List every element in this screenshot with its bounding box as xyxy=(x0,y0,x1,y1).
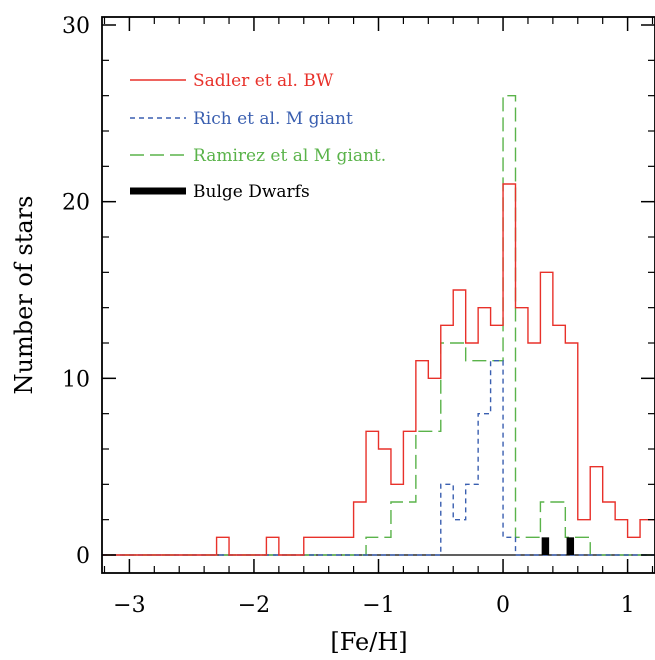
histogram-series xyxy=(102,94,655,556)
y-tick-label: 20 xyxy=(62,191,90,216)
x-tick-label: −2 xyxy=(238,593,270,618)
y-tick-label: 10 xyxy=(62,367,90,392)
legend-label: Ramirez et al M giant. xyxy=(193,146,386,166)
y-tick-label: 30 xyxy=(62,14,90,39)
series-ramirez-et-al-m-giant-line xyxy=(102,94,655,556)
legend-label: Sadler et al. BW xyxy=(193,71,334,91)
series-rich-et-al-m-giant-line xyxy=(102,359,655,556)
x-tick-label: −3 xyxy=(113,593,145,618)
y-axis-label: Number of stars xyxy=(10,196,38,395)
bulge-dwarfs-bar xyxy=(566,537,575,555)
legend-label: Bulge Dwarfs xyxy=(193,182,310,202)
bulge-dwarfs-bar xyxy=(541,537,550,555)
series-sadler-et-al-bw-line xyxy=(102,183,655,556)
x-tick-label: 0 xyxy=(496,593,510,618)
x-tick-label: 1 xyxy=(621,593,635,618)
legend-label: Rich et al. M giant xyxy=(193,109,353,129)
y-tick-label: 0 xyxy=(76,544,90,569)
x-axis-label: [Fe/H] xyxy=(330,628,407,656)
legend: Sadler et al. BW Rich et al. M giant Ramir… xyxy=(130,71,386,202)
x-tick-label: −1 xyxy=(362,593,394,618)
